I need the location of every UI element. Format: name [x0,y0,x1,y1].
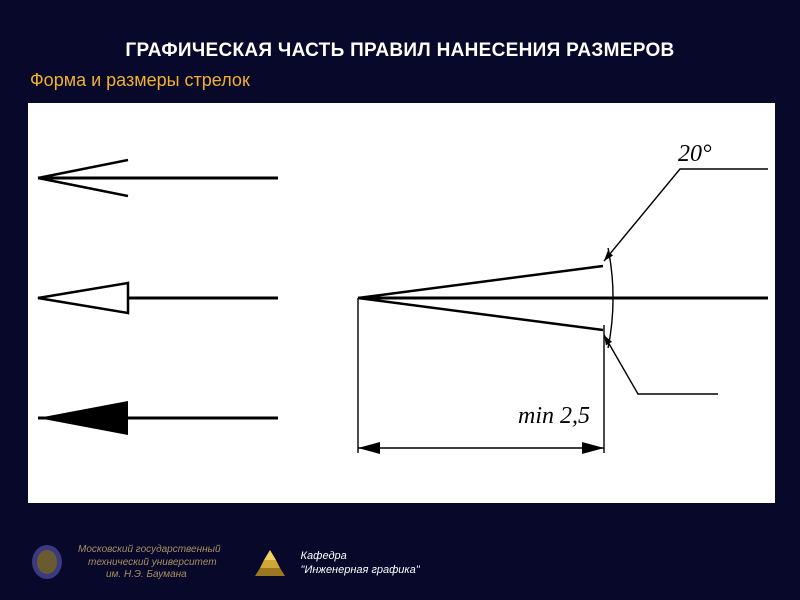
pyramid-icon [253,548,287,578]
department-text: Кафедра "Инженерная графика" [301,549,420,578]
uni-line3: им. Н.Э. Баумана [78,569,221,582]
footer: Московский государственный технический у… [30,544,420,582]
arrow-diagram: 20° min 2,5 [28,103,775,503]
university-text: Московский государственный технический у… [78,544,221,582]
uni-line2: технический университет [78,557,221,570]
page-title: ГРАФИЧЕСКАЯ ЧАСТЬ ПРАВИЛ НАНЕСЕНИЯ РАЗМЕ… [0,0,800,62]
svg-text:20°: 20° [678,141,712,167]
uni-line1: Московский государственный [78,544,221,557]
dept-line1: Кафедра [301,549,420,563]
diagram-panel: 20° min 2,5 [28,103,775,503]
dept-line2: "Инженерная графика" [301,563,420,577]
svg-text:min 2,5: min 2,5 [518,403,590,429]
university-crest-icon [30,544,64,582]
page-subtitle: Форма и размеры стрелок [0,62,800,91]
